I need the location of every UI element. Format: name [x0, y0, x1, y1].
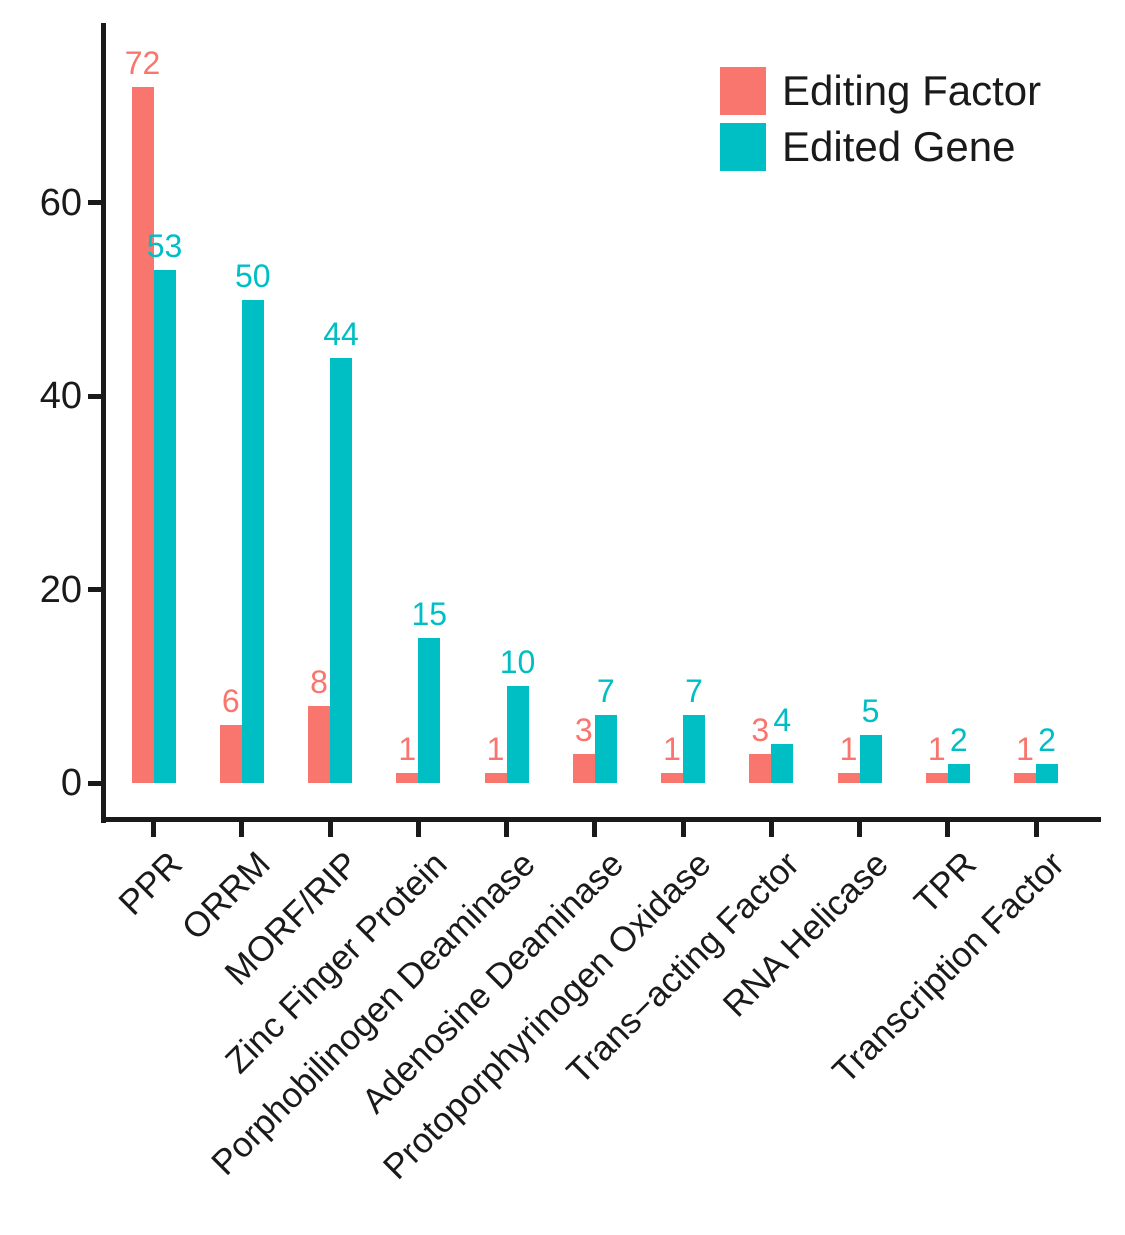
bar-value-label: 8	[310, 663, 328, 700]
bar-value-label: 1	[927, 731, 946, 768]
bar	[131, 86, 154, 783]
bar	[330, 357, 352, 783]
bar-value-label: 5	[861, 692, 880, 729]
x-tick	[680, 822, 686, 837]
bar-value-label: 1	[839, 731, 858, 768]
x-tick	[768, 822, 774, 837]
bar-value-label: 72	[124, 44, 161, 81]
x-tick	[151, 822, 156, 837]
x-tick	[592, 822, 598, 837]
x-axis-line	[101, 817, 1101, 822]
bar	[947, 763, 970, 783]
bar-value-label: 10	[499, 644, 536, 681]
bar	[153, 270, 176, 783]
bar	[837, 773, 860, 783]
bar-value-label: 53	[146, 228, 183, 265]
bar-value-label: 1	[663, 731, 681, 768]
y-tick-label: 0	[60, 762, 82, 804]
y-tick	[88, 200, 101, 206]
x-tick	[857, 822, 862, 837]
bar	[661, 773, 683, 783]
y-tick-label: 20	[39, 568, 82, 611]
bar	[308, 705, 330, 783]
legend-label-editing-factor: Editing Factor	[782, 67, 1042, 114]
x-tick-label: PPR	[110, 844, 190, 923]
bar	[572, 753, 595, 783]
bar	[1036, 763, 1058, 783]
y-tick	[88, 780, 101, 786]
bar	[418, 637, 441, 783]
bar	[749, 753, 772, 783]
bar-value-label: 4	[773, 702, 792, 739]
legend-label-edited-gene: Edited Gene	[782, 123, 1016, 170]
x-tick	[327, 822, 333, 837]
bar-value-label: 7	[596, 673, 615, 710]
x-tick-label: Porphobilinogen Deaminase	[203, 844, 543, 1183]
y-tick	[88, 393, 101, 399]
x-tick	[504, 822, 509, 837]
edited-gene-swatch	[720, 123, 766, 171]
bar	[925, 773, 948, 783]
y-tick-label: 40	[39, 375, 82, 418]
bar	[594, 715, 617, 783]
x-tick	[239, 822, 245, 837]
bar-value-label: 6	[221, 682, 240, 719]
bar	[771, 744, 794, 783]
x-tick	[945, 822, 951, 837]
bar	[859, 734, 882, 783]
y-axis-line	[101, 23, 106, 823]
bar-value-label: 1	[1016, 731, 1034, 768]
bar	[241, 299, 264, 783]
bar	[396, 773, 419, 783]
x-tick	[1033, 822, 1039, 837]
bar-value-label: 1	[486, 731, 505, 768]
bar-value-label: 2	[949, 721, 968, 758]
bar-value-label: 2	[1038, 721, 1056, 758]
bar-value-label: 3	[751, 711, 770, 748]
y-tick-label: 60	[39, 181, 82, 224]
x-tick-label: TPR	[906, 844, 984, 922]
bar-value-label: 50	[234, 257, 271, 294]
bar-value-label: 3	[574, 711, 593, 748]
y-tick	[88, 587, 101, 593]
bar	[506, 686, 529, 783]
editing-factor-swatch	[720, 67, 766, 115]
bar-value-label: 44	[323, 315, 359, 352]
bar	[484, 773, 507, 783]
bar	[683, 715, 705, 783]
bar	[1014, 773, 1036, 783]
bar-value-label: 15	[411, 595, 448, 632]
x-tick	[415, 822, 421, 837]
bar-value-label: 7	[685, 673, 703, 710]
bar-value-label: 1	[398, 731, 417, 768]
bar	[219, 724, 242, 783]
